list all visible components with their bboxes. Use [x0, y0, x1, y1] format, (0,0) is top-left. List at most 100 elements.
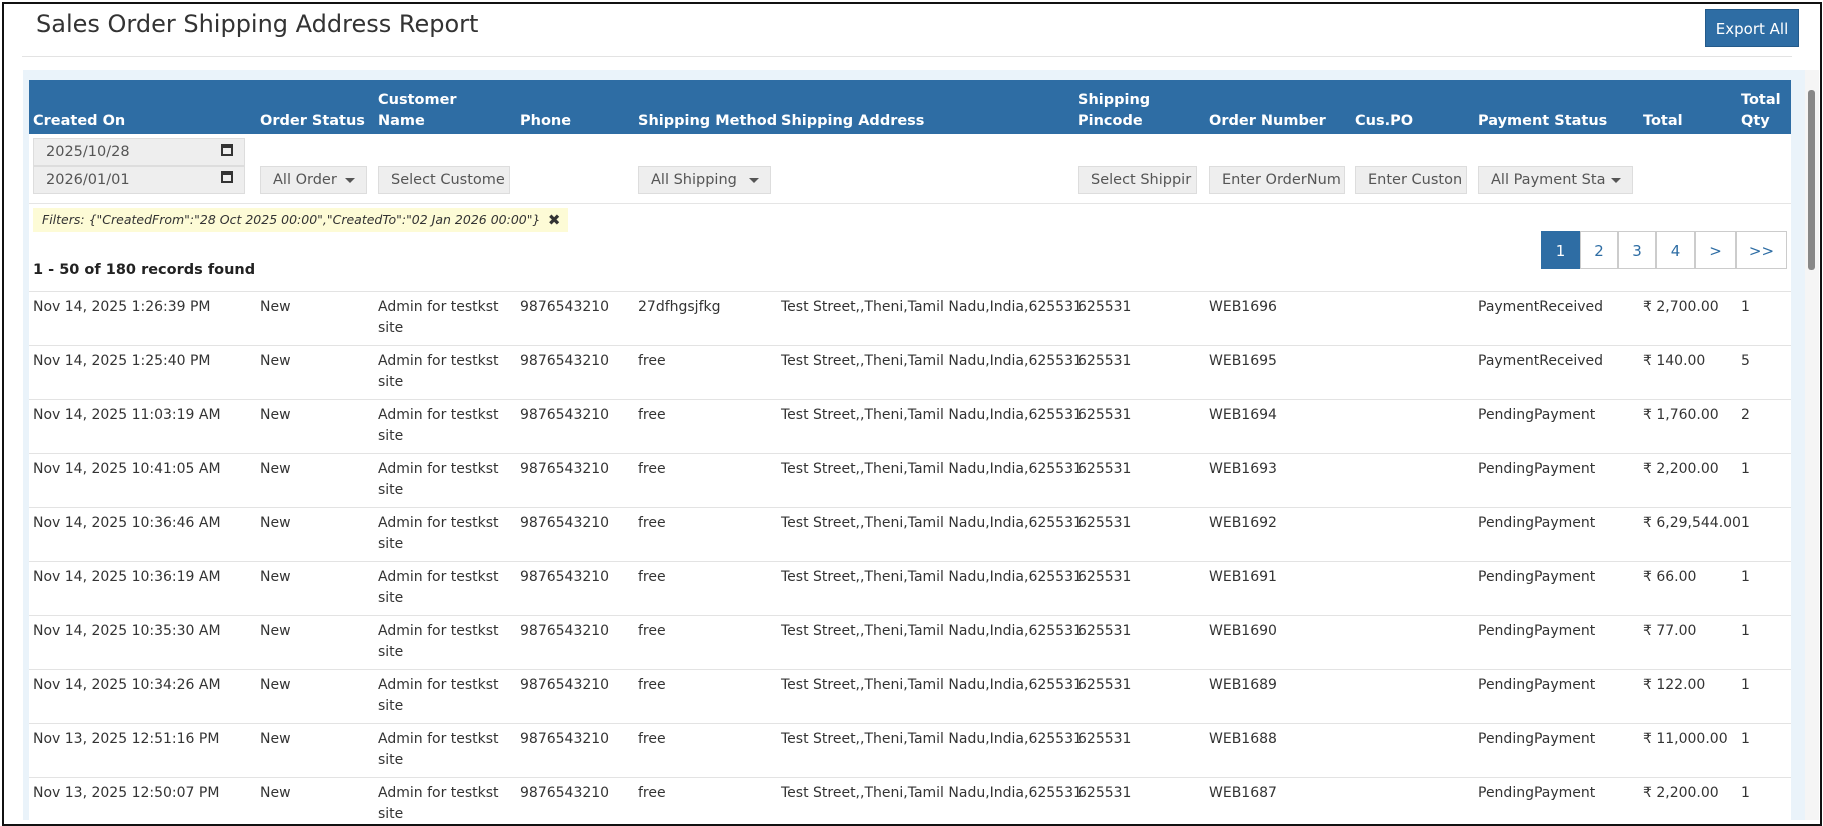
customer-filter[interactable]: Select Custome — [378, 166, 510, 194]
date-from[interactable]: 2025/10/28 — [33, 138, 245, 166]
table-cell: Test Street,,Theni,Tamil Nadu,India,6255… — [781, 407, 1082, 423]
table-cell: WEB1693 — [1209, 461, 1277, 477]
row-divider — [29, 345, 1791, 346]
table-cell: Test Street,,Theni,Tamil Nadu,India,6255… — [781, 677, 1082, 693]
column-header: Order Number — [1209, 113, 1326, 129]
scrollbar[interactable] — [1805, 70, 1819, 820]
divider — [22, 56, 1792, 57]
table-cell: PaymentReceived — [1478, 299, 1603, 315]
table-cell: WEB1689 — [1209, 677, 1277, 693]
table-cell: Admin for testkst site — [378, 569, 499, 606]
divider — [29, 203, 1791, 204]
table-cell: WEB1694 — [1209, 407, 1277, 423]
records-count: 1 - 50 of 180 records found — [33, 262, 256, 278]
table-cell: PaymentReceived — [1478, 353, 1603, 369]
table-cell: free — [638, 407, 666, 423]
table-cell: 9876543210 — [520, 677, 610, 693]
table-cell: 5 — [1741, 353, 1750, 369]
table-cell: Test Street,,Theni,Tamil Nadu,India,6255… — [781, 623, 1082, 639]
table-cell: 9876543210 — [520, 407, 610, 423]
calendar-icon[interactable] — [221, 144, 233, 156]
dropdown-caret[interactable] — [1611, 178, 1621, 183]
row-divider — [29, 777, 1791, 778]
row-divider — [29, 561, 1791, 562]
scroll-thumb[interactable] — [1808, 90, 1815, 270]
table-cell: 625531 — [1078, 569, 1132, 585]
table-cell: WEB1688 — [1209, 731, 1277, 747]
page-link[interactable]: 1 — [1541, 231, 1580, 269]
pincode-filter[interactable]: Select Shippir — [1078, 166, 1197, 194]
table-cell: 9876543210 — [520, 515, 610, 531]
table-cell: ₹ 2,700.00 — [1643, 299, 1719, 315]
table-cell: Admin for testkst site — [378, 677, 499, 714]
clear-filters[interactable]: ✖ — [547, 211, 561, 229]
table-cell: Admin for testkst site — [378, 299, 499, 336]
export-button[interactable]: Export All — [1705, 9, 1799, 47]
dropdown-caret[interactable] — [345, 178, 355, 183]
table-cell: PendingPayment — [1478, 461, 1596, 477]
row-divider — [29, 615, 1791, 616]
table-cell: Test Street,,Theni,Tamil Nadu,India,6255… — [781, 515, 1082, 531]
calendar-icon[interactable] — [221, 171, 233, 183]
table-cell: Nov 14, 2025 10:36:46 AM — [33, 515, 221, 531]
table-cell: 1 — [1741, 461, 1750, 477]
table-cell: free — [638, 353, 666, 369]
cus-po-filter[interactable]: Enter Custon — [1355, 166, 1467, 194]
page-title: Sales Order Shipping Address Report — [36, 10, 479, 38]
table-cell: 1 — [1741, 731, 1750, 747]
table-cell: Nov 14, 2025 10:36:19 AM — [33, 569, 221, 585]
table-cell: Admin for testkst site — [378, 785, 499, 820]
table-cell: Admin for testkst site — [378, 407, 499, 444]
table-cell: 625531 — [1078, 731, 1132, 747]
table-cell: 625531 — [1078, 353, 1132, 369]
table-cell: Nov 14, 2025 1:26:39 PM — [33, 299, 211, 315]
report-panel: Created On Order Status Customer Name Phone… — [23, 70, 1805, 820]
page-link[interactable]: 2 — [1580, 231, 1618, 269]
table-cell: Test Street,,Theni,Tamil Nadu,India,6255… — [781, 461, 1082, 477]
table-cell: Nov 14, 2025 10:34:26 AM — [33, 677, 221, 693]
table-cell: New — [260, 515, 291, 531]
column-header: Shipping Address — [781, 113, 925, 129]
table-cell: Test Street,,Theni,Tamil Nadu,India,6255… — [781, 353, 1082, 369]
table-cell: Admin for testkst site — [378, 731, 499, 768]
table-cell: 625531 — [1078, 515, 1132, 531]
page-link[interactable]: 3 — [1618, 231, 1656, 269]
table-cell: Test Street,,Theni,Tamil Nadu,India,6255… — [781, 731, 1082, 747]
page-link[interactable]: > — [1695, 231, 1736, 269]
date-to[interactable]: 2026/01/01 — [33, 166, 245, 194]
page-link[interactable]: 4 — [1656, 231, 1695, 269]
dropdown-caret[interactable] — [749, 178, 759, 183]
table-cell: Admin for testkst site — [378, 461, 499, 498]
column-header: Payment Status — [1478, 113, 1608, 129]
table-cell: 9876543210 — [520, 299, 610, 315]
column-header: Order Status — [260, 113, 365, 129]
table-cell: 625531 — [1078, 407, 1132, 423]
shipping-method-filter[interactable]: All Shipping — [638, 166, 771, 194]
table-cell: PendingPayment — [1478, 731, 1596, 747]
table-cell: ₹ 122.00 — [1643, 677, 1706, 693]
table-cell: New — [260, 785, 291, 801]
table-cell: New — [260, 731, 291, 747]
table-cell: 1 — [1741, 677, 1750, 693]
table-cell: ₹ 66.00 — [1643, 569, 1697, 585]
table-cell: PendingPayment — [1478, 623, 1596, 639]
table-cell: 9876543210 — [520, 353, 610, 369]
table-cell: free — [638, 785, 666, 801]
table-cell: 9876543210 — [520, 785, 610, 801]
table-cell: WEB1690 — [1209, 623, 1277, 639]
table-header — [29, 80, 1791, 134]
table-cell: New — [260, 623, 291, 639]
table-cell: PendingPayment — [1478, 569, 1596, 585]
table-cell: PendingPayment — [1478, 785, 1596, 801]
table-cell: New — [260, 461, 291, 477]
table-cell: 1 — [1741, 299, 1750, 315]
table-cell: free — [638, 677, 666, 693]
page-link[interactable]: >> — [1736, 231, 1787, 269]
table-cell: PendingPayment — [1478, 677, 1596, 693]
table-cell: 625531 — [1078, 623, 1132, 639]
table-cell: WEB1691 — [1209, 569, 1277, 585]
table-cell: ₹ 2,200.00 — [1643, 461, 1719, 477]
payment-status-filter[interactable]: All Payment Sta — [1478, 166, 1633, 194]
order-number-filter[interactable]: Enter OrderNum — [1209, 166, 1345, 194]
table-cell: 625531 — [1078, 299, 1132, 315]
